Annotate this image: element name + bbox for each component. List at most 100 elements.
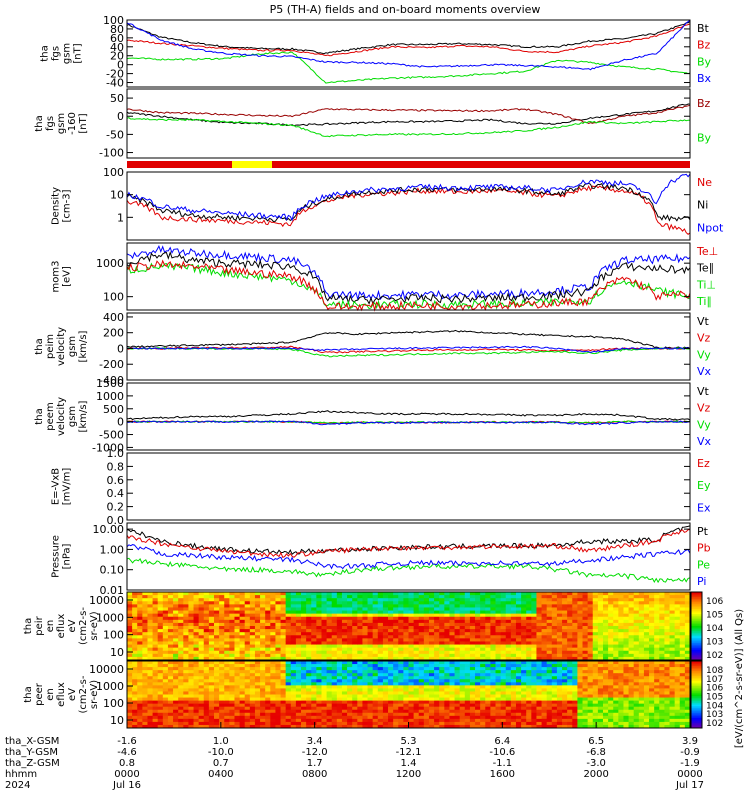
heat-cell bbox=[347, 670, 353, 674]
heat-cell bbox=[562, 641, 568, 645]
heat-cell bbox=[265, 650, 271, 655]
heat-cell bbox=[280, 635, 287, 639]
heat-cell bbox=[398, 626, 404, 630]
heat-cell bbox=[203, 641, 210, 645]
heat-cell bbox=[234, 644, 240, 649]
heat-cell bbox=[536, 685, 542, 689]
heat-cell bbox=[602, 601, 609, 605]
heat-cell bbox=[418, 656, 425, 661]
heat-cell bbox=[260, 691, 266, 695]
heat-cell bbox=[669, 610, 676, 615]
heat-cell bbox=[536, 670, 542, 674]
heat-cell bbox=[531, 661, 537, 665]
heat-cell bbox=[649, 616, 655, 621]
heat-cell bbox=[260, 670, 266, 674]
heat-cell bbox=[178, 653, 184, 658]
heat-cell bbox=[244, 647, 251, 652]
heat-cell bbox=[147, 682, 153, 686]
heat-cell bbox=[193, 724, 200, 729]
heat-cell bbox=[413, 676, 420, 680]
heat-cell bbox=[173, 670, 179, 674]
heat-cell bbox=[649, 641, 655, 645]
heat-cell bbox=[500, 638, 507, 642]
heat-cell bbox=[275, 656, 281, 661]
heat-cell bbox=[393, 721, 399, 726]
heat-cell bbox=[592, 622, 599, 627]
heat-cell bbox=[157, 629, 164, 633]
heat-cell bbox=[173, 653, 179, 658]
heat-cell bbox=[505, 656, 512, 661]
heat-cell bbox=[341, 653, 348, 658]
heat-cell bbox=[428, 679, 435, 683]
heat-cell bbox=[372, 592, 379, 596]
heat-cell bbox=[388, 673, 394, 677]
heat-cell bbox=[526, 679, 532, 683]
heat-cell bbox=[316, 616, 322, 621]
heat-cell bbox=[249, 647, 256, 652]
heat-cell bbox=[531, 613, 537, 618]
heat-cell bbox=[219, 619, 225, 624]
heat-cell bbox=[254, 679, 261, 683]
heat-cell bbox=[572, 607, 578, 611]
heat-cell bbox=[423, 607, 430, 611]
heat-cell bbox=[142, 607, 148, 611]
heat-cell bbox=[633, 667, 640, 671]
heat-cell bbox=[382, 697, 389, 701]
heat-cell bbox=[649, 673, 655, 677]
heat-cell bbox=[393, 679, 399, 683]
heat-cell bbox=[515, 647, 522, 652]
heat-cell bbox=[495, 685, 502, 689]
heat-cell bbox=[367, 691, 374, 695]
heat-cell bbox=[388, 607, 394, 611]
heat-cell bbox=[510, 673, 517, 677]
heat-cell bbox=[546, 601, 553, 605]
heat-cell bbox=[628, 670, 635, 674]
heat-cell bbox=[546, 635, 553, 639]
heat-cell bbox=[659, 601, 665, 605]
heat-cell bbox=[439, 650, 445, 655]
heat-cell bbox=[270, 721, 276, 726]
heat-cell bbox=[423, 592, 430, 596]
heat-cell bbox=[147, 656, 153, 661]
heat-cell bbox=[423, 653, 430, 658]
heat-cell bbox=[214, 718, 220, 723]
heat-cell bbox=[285, 694, 292, 698]
heat-cell bbox=[362, 709, 368, 714]
heat-cell bbox=[469, 700, 476, 705]
heat-cell bbox=[449, 650, 455, 655]
heat-cell bbox=[418, 673, 425, 677]
heat-cell bbox=[536, 647, 542, 652]
heat-cell bbox=[301, 724, 307, 729]
heat-cell bbox=[295, 647, 302, 652]
heat-cell bbox=[536, 700, 542, 705]
heat-cell bbox=[142, 667, 148, 671]
heat-cell bbox=[454, 703, 461, 708]
heat-cell bbox=[505, 653, 512, 658]
heat-cell bbox=[587, 622, 594, 627]
heat-cell bbox=[270, 724, 276, 729]
heat-cell bbox=[382, 656, 389, 661]
heat-cell bbox=[541, 721, 548, 726]
heat-cell bbox=[132, 601, 138, 605]
heat-cell bbox=[295, 670, 302, 674]
heat-cell bbox=[188, 718, 194, 723]
heat-cell bbox=[526, 656, 532, 661]
heat-cell bbox=[147, 661, 153, 665]
heat-cell bbox=[469, 703, 476, 708]
heat-cell bbox=[556, 592, 563, 596]
heat-cell bbox=[316, 676, 322, 680]
heat-cell bbox=[178, 610, 184, 615]
heat-cell bbox=[515, 724, 522, 729]
heat-cell bbox=[597, 604, 604, 608]
heat-cell bbox=[280, 700, 287, 705]
heat-cell bbox=[382, 610, 389, 615]
heat-cell bbox=[398, 712, 404, 717]
heat-cell bbox=[183, 679, 189, 683]
heat-cell bbox=[362, 703, 368, 708]
heat-cell bbox=[556, 673, 563, 677]
heat-cell bbox=[382, 667, 389, 671]
heat-cell bbox=[408, 664, 415, 668]
heat-cell bbox=[577, 688, 583, 692]
heat-cell bbox=[388, 613, 394, 618]
